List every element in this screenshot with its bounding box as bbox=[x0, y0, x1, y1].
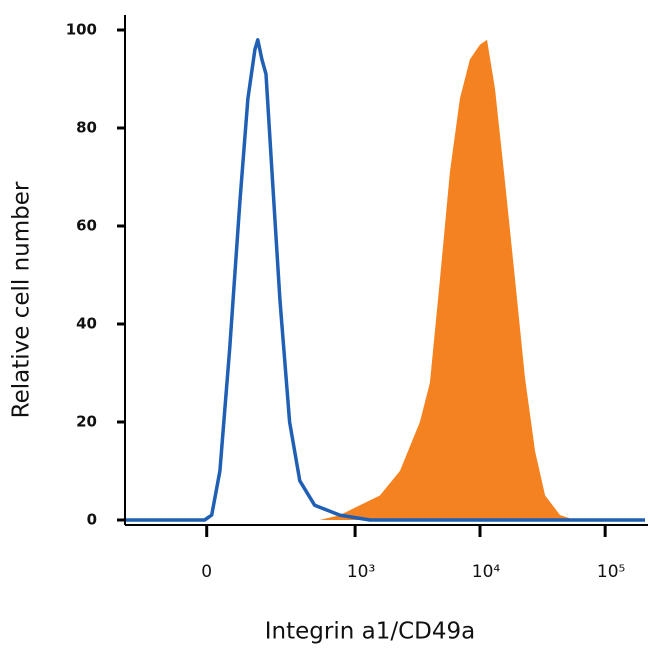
histogram-area bbox=[125, 39, 648, 521]
y-tick-label: 80 bbox=[76, 119, 97, 137]
x-tick-label: 0 bbox=[201, 562, 212, 582]
x-tick-label: 10⁴ bbox=[472, 562, 501, 582]
histogram-line bbox=[125, 38, 645, 522]
y-axis-title: Relative cell number bbox=[9, 181, 35, 418]
x-tick-label: 10⁵ bbox=[597, 562, 625, 582]
y-tick-label: 0 bbox=[87, 511, 97, 529]
y-tick-label: 20 bbox=[76, 413, 97, 431]
y-tick-label: 60 bbox=[76, 217, 97, 235]
y-tick-label: 100 bbox=[66, 21, 97, 39]
y-tick-label: 40 bbox=[76, 315, 97, 333]
x-tick-label: 10³ bbox=[347, 562, 375, 582]
x-axis-title: Integrin a1/CD49a bbox=[265, 619, 475, 645]
